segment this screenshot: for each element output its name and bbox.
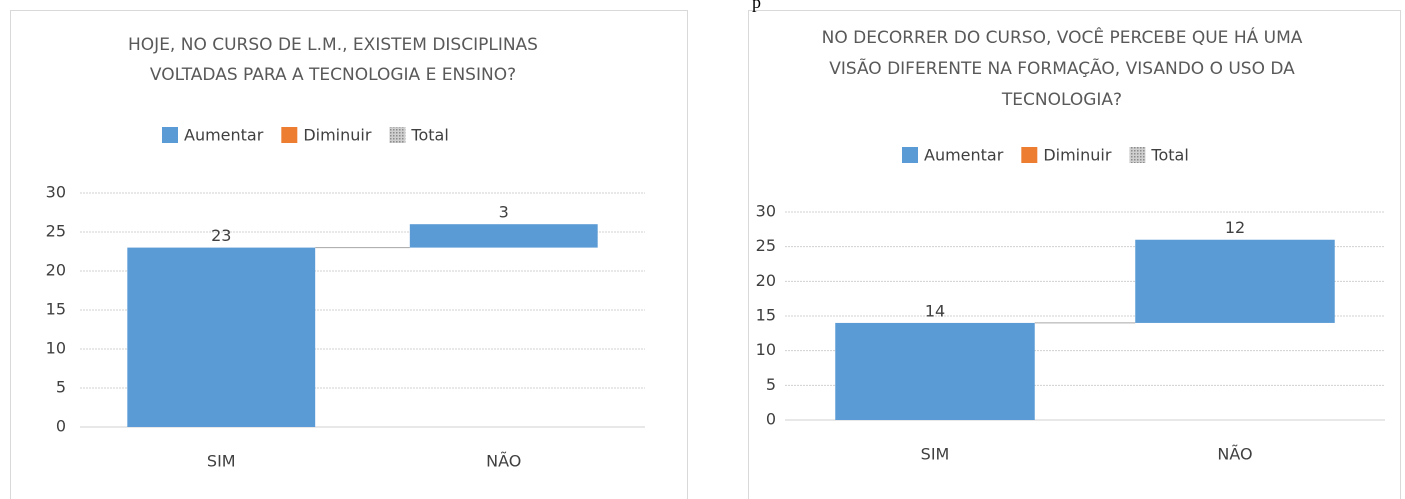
chart-frame — [10, 10, 688, 499]
data-label: 14 — [925, 301, 945, 320]
legend-swatch — [902, 147, 918, 163]
legend-label: Aumentar — [184, 126, 264, 145]
y-tick-label: 0 — [56, 417, 66, 436]
y-tick-label: 15 — [756, 306, 776, 325]
chart-title: VISÃO DIFERENTE NA FORMAÇÃO, VISANDO O U… — [829, 57, 1295, 79]
chart-title: NO DECORRER DO CURSO, VOCÊ PERCEBE QUE H… — [822, 26, 1303, 48]
y-tick-label: 25 — [756, 236, 776, 255]
legend-label: Total — [1150, 146, 1188, 165]
y-tick-label: 20 — [46, 261, 66, 280]
legend-swatch — [1129, 147, 1146, 163]
data-label: 12 — [1225, 218, 1245, 237]
legend-label: Diminuir — [303, 126, 372, 145]
data-label: 3 — [499, 203, 509, 222]
x-tick-label: SIM — [207, 452, 236, 471]
y-tick-label: 20 — [756, 271, 776, 290]
y-tick-label: 15 — [46, 300, 66, 319]
legend-swatch — [1021, 147, 1038, 163]
y-tick-label: 30 — [756, 202, 776, 221]
bar — [409, 224, 598, 248]
y-tick-label: 5 — [766, 375, 776, 394]
x-tick-label: NÃO — [486, 452, 521, 471]
y-tick-label: 25 — [46, 222, 66, 241]
chart-title: HOJE, NO CURSO DE L.M., EXISTEM DISCIPLI… — [128, 35, 538, 55]
legend-label: Diminuir — [1043, 146, 1112, 165]
y-tick-label: 5 — [56, 378, 66, 397]
y-tick-label: 10 — [46, 339, 66, 358]
legend-label: Total — [410, 126, 448, 145]
legend-swatch — [281, 127, 298, 143]
chart-title: VOLTADAS PARA A TECNOLOGIA E ENSINO? — [150, 65, 516, 85]
bar — [1135, 239, 1335, 323]
data-label: 23 — [211, 226, 231, 245]
x-tick-label: SIM — [921, 445, 950, 464]
bar — [835, 322, 1035, 420]
chart-title: TECNOLOGIA? — [1001, 90, 1122, 110]
legend-label: Aumentar — [924, 146, 1004, 165]
x-tick-label: NÃO — [1217, 445, 1252, 464]
y-tick-label: 30 — [46, 183, 66, 202]
legend-swatch — [162, 127, 178, 143]
legend-swatch — [389, 127, 406, 143]
y-tick-label: 0 — [766, 410, 776, 429]
y-tick-label: 10 — [756, 340, 776, 359]
bar — [127, 247, 316, 427]
text-fragment: p — [752, 0, 761, 12]
